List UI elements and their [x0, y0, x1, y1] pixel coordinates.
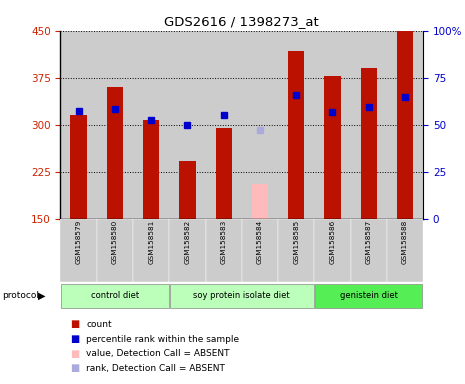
Text: GSM158586: GSM158586 — [330, 220, 335, 265]
Bar — [206, 219, 242, 282]
Bar — [60, 219, 97, 282]
Text: GSM158587: GSM158587 — [366, 220, 372, 265]
Text: percentile rank within the sample: percentile rank within the sample — [86, 334, 239, 344]
Text: soy protein isolate diet: soy protein isolate diet — [193, 291, 290, 300]
Text: GSM158581: GSM158581 — [148, 220, 154, 265]
Bar — [351, 219, 387, 282]
Bar — [242, 219, 278, 282]
Bar — [179, 161, 196, 219]
Bar — [315, 283, 422, 308]
Text: GSM158583: GSM158583 — [221, 220, 226, 265]
Bar — [97, 31, 133, 219]
Bar — [387, 219, 423, 282]
Text: control diet: control diet — [91, 291, 139, 300]
Text: ▶: ▶ — [38, 291, 46, 301]
Text: GSM158582: GSM158582 — [185, 220, 190, 265]
Bar — [61, 283, 168, 308]
Bar — [278, 219, 314, 282]
Text: genistein diet: genistein diet — [340, 291, 398, 300]
Text: protocol: protocol — [2, 291, 40, 300]
Bar — [170, 283, 313, 308]
Bar — [314, 31, 351, 219]
Bar — [60, 31, 97, 219]
Bar — [133, 219, 169, 282]
Bar — [351, 31, 387, 219]
Bar — [360, 68, 377, 219]
Bar — [169, 31, 206, 219]
Text: rank, Detection Call = ABSENT: rank, Detection Call = ABSENT — [86, 364, 225, 373]
Text: ■: ■ — [70, 334, 79, 344]
Text: count: count — [86, 320, 112, 329]
Text: value, Detection Call = ABSENT: value, Detection Call = ABSENT — [86, 349, 230, 358]
Text: ■: ■ — [70, 349, 79, 359]
Bar — [70, 115, 87, 219]
Bar — [206, 31, 242, 219]
Text: GSM158585: GSM158585 — [293, 220, 299, 265]
Text: ■: ■ — [70, 319, 79, 329]
Text: GSM158584: GSM158584 — [257, 220, 263, 265]
Bar — [314, 219, 351, 282]
Text: GSM158580: GSM158580 — [112, 220, 118, 265]
Bar — [97, 219, 133, 282]
Bar — [397, 31, 413, 219]
Bar — [106, 87, 123, 219]
Bar — [143, 120, 159, 219]
Bar — [215, 128, 232, 219]
Bar — [133, 31, 169, 219]
Bar — [242, 31, 278, 219]
Text: GSM158579: GSM158579 — [76, 220, 81, 265]
Text: GSM158588: GSM158588 — [402, 220, 408, 265]
Bar — [387, 31, 423, 219]
Bar — [324, 76, 341, 219]
Bar — [169, 219, 206, 282]
Bar — [252, 184, 268, 219]
Bar — [278, 31, 314, 219]
Bar — [288, 51, 305, 219]
Text: ■: ■ — [70, 363, 79, 373]
Title: GDS2616 / 1398273_at: GDS2616 / 1398273_at — [165, 15, 319, 28]
